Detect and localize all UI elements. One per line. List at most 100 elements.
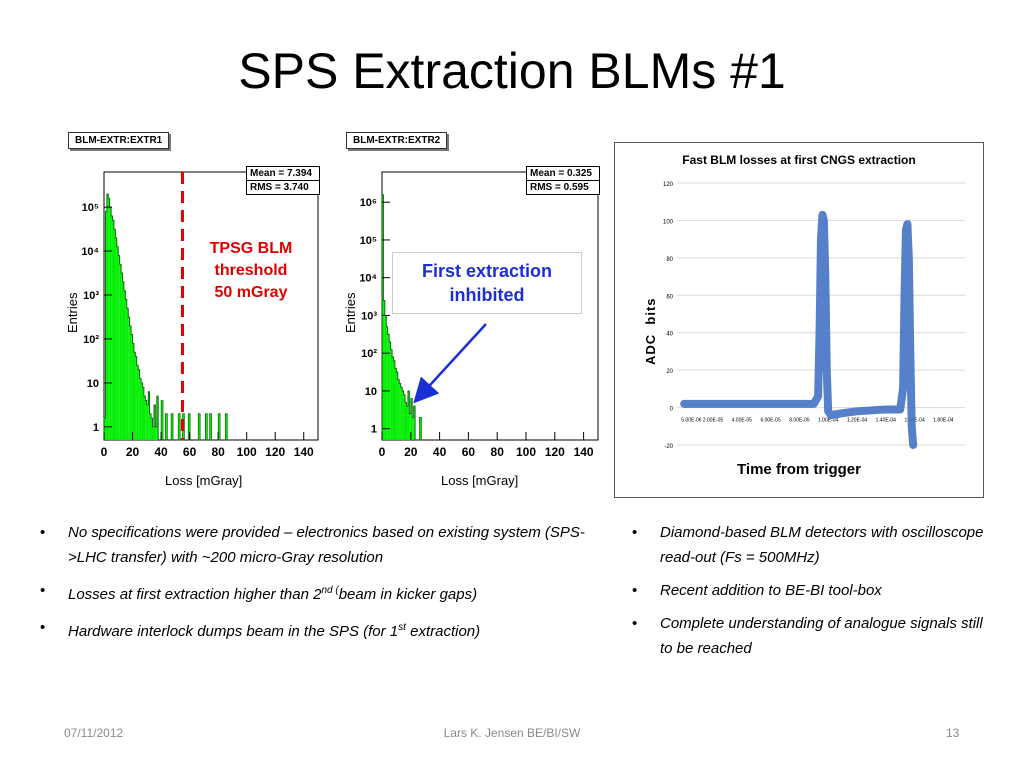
x-tick-label: 8.00E-05 [789, 418, 810, 424]
scope-chart: -20 0 20 40 60 80 100 120 5.00E-06 2.00E-05 4.00E-… [614, 142, 984, 498]
histogram-bar [149, 413, 152, 440]
histogram-bar [392, 356, 394, 440]
bullet-item: Hardware interlock dumps beam in the SPS… [36, 615, 596, 644]
histogram-bar [105, 211, 107, 440]
stats-mean: Mean = 0.325 [527, 167, 599, 181]
inhibited-annotation: First extraction inhibited [392, 252, 582, 314]
histogram-outline [381, 194, 416, 440]
histogram-bar [123, 290, 126, 440]
x-tick-label: 1.40E-04 [876, 418, 897, 424]
x-tick-label: 4.00E-05 [732, 418, 753, 424]
x-tick-label: 40 [154, 445, 168, 459]
histogram-bar [413, 406, 416, 440]
histogram-bar [141, 382, 143, 440]
histogram-outline [103, 193, 159, 440]
bullets-right: Diamond-based BLM detectors with oscillo… [628, 520, 988, 669]
histogram-bar [148, 391, 150, 440]
y-tick-label: 100 [663, 219, 674, 225]
y-tick-label: 60 [666, 294, 673, 300]
y-axis-label: Entries [65, 292, 80, 333]
histogram-bar [138, 369, 140, 440]
histogram-bar [131, 334, 133, 440]
bullet-text: Hardware interlock dumps beam in the SPS… [68, 623, 399, 640]
y-tick-label: 10² [361, 348, 377, 360]
x-tick-label: 6.00E-05 [760, 418, 781, 424]
scope-chart-plot: -20 0 20 40 60 80 100 120 5.00E-06 2.00E-05 4.00E-… [663, 182, 965, 450]
scope-chart-title: Fast BLM losses at first CNGS extraction [682, 153, 916, 167]
histogram-bar [111, 215, 113, 440]
histogram-bar [113, 229, 116, 440]
histogram-bar [397, 379, 400, 440]
histogram-bar [217, 413, 221, 441]
histogram-bar [135, 356, 137, 440]
bullet-text: Diamond-based BLM detectors with oscillo… [660, 524, 984, 566]
histogram-bar [122, 281, 124, 440]
stats-mean: Mean = 7.394 [247, 167, 319, 181]
x-tick-label: 60 [183, 445, 197, 459]
y-tick-label: 10⁴ [81, 246, 99, 258]
histogram-bar [156, 396, 159, 440]
threshold-annotation-line: 50 mGray [214, 284, 288, 301]
stats-rms: RMS = 0.595 [530, 182, 589, 193]
y-tick-label: 80 [666, 257, 673, 263]
x-tick-label: 20 [126, 445, 140, 459]
histogram-bar [136, 365, 139, 440]
y-tick-label: 10⁴ [359, 273, 377, 285]
histogram-bar [204, 413, 208, 441]
footer-author: Lars K. Jensen BE/BI/SW [443, 726, 581, 740]
stats-rms: RMS = 3.740 [250, 182, 309, 193]
histogram-bar [390, 349, 393, 440]
histogram-bar [146, 404, 149, 440]
histogram-bar [209, 413, 212, 441]
histogram-bar [405, 402, 407, 440]
bullet-item: Complete understanding of analogue signa… [628, 611, 988, 661]
histogram-bar [128, 316, 130, 440]
histogram-bar [197, 413, 201, 441]
y-tick-label: 10 [87, 378, 99, 390]
stats-box: Mean = 0.325 RMS = 0.595 [526, 166, 600, 195]
histogram-bar [118, 255, 120, 440]
histogram-bar [384, 315, 387, 440]
bullet-item: Losses at first extraction higher than 2… [36, 578, 596, 607]
histogram-bar [155, 426, 157, 440]
y-tick-label: 10 [365, 386, 377, 398]
scope-y-axis-label: ADC bits [643, 297, 658, 366]
y-tick-label: 20 [666, 369, 673, 375]
histogram-bar [152, 426, 154, 440]
histogram-bar [412, 417, 414, 440]
histogram-bar [387, 334, 390, 440]
histogram-bar [119, 264, 122, 440]
y-tick-label: 1 [371, 424, 377, 436]
histogram-bar [165, 413, 168, 441]
histogram-bar [386, 326, 388, 440]
y-tick-label: 10⁵ [360, 235, 377, 247]
histogram-bar [142, 387, 144, 440]
bullet-text: No specifications were provided – electr… [68, 524, 585, 566]
bullet-item: No specifications were provided – electr… [36, 520, 596, 570]
bullet-sup: nd ( [321, 585, 339, 596]
threshold-annotation-line: threshold [214, 262, 288, 279]
histogram-bar [399, 383, 401, 440]
bullet-text: Losses at first extraction higher than 2 [68, 586, 322, 603]
histogram-bar [126, 308, 129, 440]
data-series [680, 210, 918, 449]
histogram-extr1: BLM-EXTR:EXTR1 0 20 40 60 80 100 120 140 1 10 10² 1… [60, 128, 320, 493]
histogram-bar [112, 220, 114, 440]
histogram-bar [151, 418, 153, 440]
y-tick-label: 10³ [83, 290, 99, 302]
stats-box: Mean = 7.394 RMS = 3.740 [246, 166, 320, 195]
histogram-bar [177, 413, 181, 441]
histogram-bar [115, 237, 117, 440]
y-tick-label: 0 [670, 407, 674, 413]
histogram-bar [394, 368, 397, 440]
bullet-text: Complete understanding of analogue signa… [660, 615, 983, 657]
x-axis-label: Loss [mGray] [441, 473, 519, 488]
footer-date: 07/11/2012 [64, 726, 124, 740]
x-tick-label: 120 [545, 445, 565, 459]
y-tick-label: 10² [83, 334, 99, 346]
x-tick-label: 0 [101, 445, 108, 459]
inhibited-annotation-line: inhibited [449, 285, 525, 305]
histogram-bar [109, 207, 112, 440]
histogram-bar [224, 413, 228, 441]
x-tick-label: 100 [516, 445, 536, 459]
